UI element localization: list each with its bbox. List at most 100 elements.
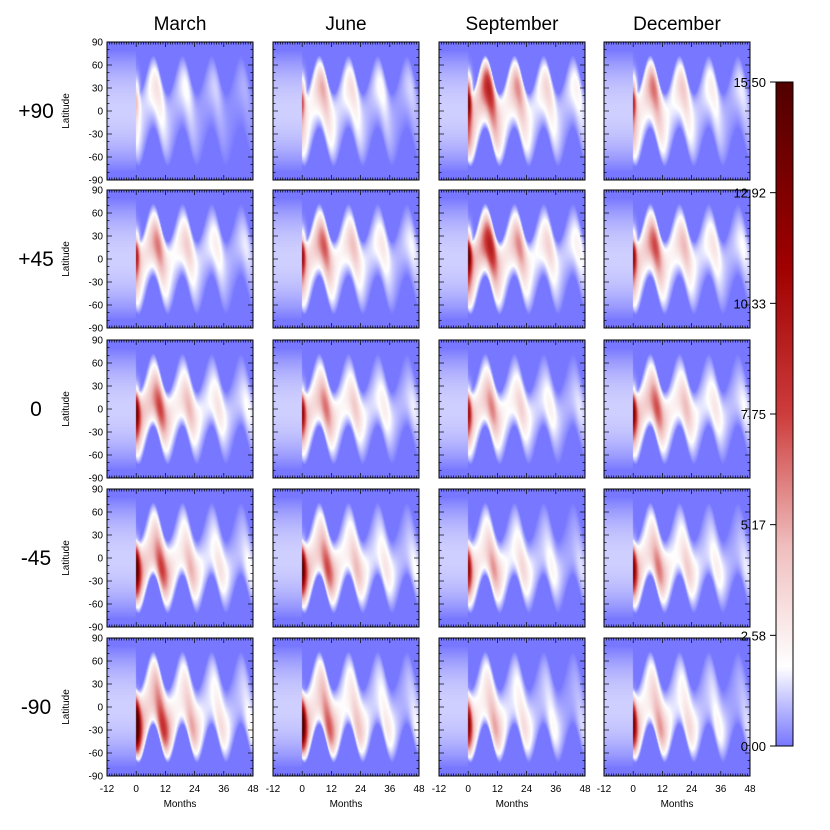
panel-3-3 xyxy=(603,488,751,628)
x-tick-label: 36 xyxy=(550,784,562,795)
panel-3-0: 90 60 30 0 -30 -60 -90 Latitude xyxy=(61,485,254,634)
panel-2-3 xyxy=(603,339,751,479)
heatmap xyxy=(273,340,419,478)
y-axis-label: Latitude xyxy=(61,93,72,129)
x-tick-label: 0 xyxy=(133,784,139,795)
y-tick-label: 60 xyxy=(92,209,104,220)
y-tick-label: 30 xyxy=(92,232,104,243)
column-title-december: December xyxy=(633,14,721,35)
y-tick-label: -60 xyxy=(89,451,104,462)
y-tick-label: 60 xyxy=(92,508,104,519)
panel-3-1 xyxy=(272,488,420,628)
heatmap xyxy=(107,489,253,627)
heatmap xyxy=(439,42,585,180)
x-tick-label: 24 xyxy=(686,784,698,795)
y-tick-label: 30 xyxy=(92,382,104,393)
x-tick-label: 48 xyxy=(744,784,756,795)
heatmap xyxy=(439,340,585,478)
y-tick-label: -90 xyxy=(89,176,104,187)
x-tick-label: 0 xyxy=(630,784,636,795)
y-tick-label: 0 xyxy=(97,703,103,714)
panel-4-0: 90 60 30 0 -30 -60 -90 Latitude -12 0 12 24 36 48 Mont… xyxy=(61,634,259,811)
x-tick-label: -12 xyxy=(100,784,115,795)
x-tick-label: 24 xyxy=(521,784,533,795)
x-axis-label: Months xyxy=(496,799,529,810)
y-axis-label: Latitude xyxy=(61,540,72,576)
y-tick-label: 0 xyxy=(97,107,103,118)
y-tick-label: 90 xyxy=(92,38,104,49)
y-tick-label: -30 xyxy=(89,577,104,588)
y-tick-label: 90 xyxy=(92,634,104,645)
y-tick-label: 0 xyxy=(97,405,103,416)
y-tick-label: 60 xyxy=(92,359,104,370)
heatmap xyxy=(107,638,253,776)
heatmap xyxy=(604,42,750,180)
x-tick-label: 48 xyxy=(413,784,425,795)
y-tick-label: 60 xyxy=(92,657,104,668)
x-tick-label: 36 xyxy=(384,784,396,795)
y-axis-label: Latitude xyxy=(61,391,72,427)
colorbar-tick-label: 15.50 xyxy=(733,75,766,90)
y-tick-label: -30 xyxy=(89,278,104,289)
y-tick-label: 0 xyxy=(97,554,103,565)
heatmap xyxy=(439,638,585,776)
column-title-september: September xyxy=(466,14,560,35)
colorbar-gradient xyxy=(775,81,794,747)
x-tick-label: 24 xyxy=(189,784,201,795)
panel-2-0: 90 60 30 0 -30 -60 -90 Latitude xyxy=(61,336,254,485)
colorbar-tick-label: 5.17 xyxy=(741,518,766,533)
y-tick-label: -90 xyxy=(89,623,104,634)
column-title-march: March xyxy=(154,14,207,35)
panel-3-2 xyxy=(438,488,586,628)
y-tick-label: -30 xyxy=(89,130,104,141)
panel-0-3 xyxy=(603,41,751,181)
heatmap xyxy=(604,489,750,627)
x-tick-label: -12 xyxy=(597,784,612,795)
panel-0-0: 90 60 30 0 -30 -60 -90 Latitude xyxy=(61,38,254,187)
heatmap xyxy=(107,340,253,478)
column-title-june: June xyxy=(325,14,366,35)
y-tick-label: -90 xyxy=(89,474,104,485)
x-tick-label: 12 xyxy=(326,784,338,795)
colorbar-tick-label: 12.92 xyxy=(733,186,766,201)
x-tick-label: 12 xyxy=(160,784,172,795)
y-tick-label: -90 xyxy=(89,772,104,783)
x-tick-label: 36 xyxy=(715,784,727,795)
y-tick-label: 60 xyxy=(92,61,104,72)
panel-0-1 xyxy=(272,41,420,181)
x-axis-label: Months xyxy=(330,799,363,810)
row-label-4: -90 xyxy=(21,696,51,719)
x-tick-label: -12 xyxy=(432,784,447,795)
panel-4-3: -12 0 12 24 36 48 Months xyxy=(597,637,756,810)
row-label-2: 0 xyxy=(30,398,42,421)
panel-2-2 xyxy=(438,339,586,479)
y-tick-label: 0 xyxy=(97,255,103,266)
heatmap xyxy=(604,638,750,776)
colorbar: 0.00 2.58 5.17 7.75 10.33 12.92 15.50 xyxy=(733,75,794,754)
panel-1-3 xyxy=(603,189,751,329)
x-tick-label: -12 xyxy=(266,784,281,795)
x-tick-label: 48 xyxy=(247,784,259,795)
x-tick-label: 12 xyxy=(492,784,504,795)
colorbar-tick-label: 2.58 xyxy=(741,628,766,643)
panel-4-2: -12 0 12 24 36 48 Months xyxy=(432,637,591,810)
heatmap xyxy=(107,190,253,328)
x-tick-label: 12 xyxy=(657,784,669,795)
x-axis-label: Months xyxy=(661,799,694,810)
colorbar-tick-label: 10.33 xyxy=(733,296,766,311)
y-tick-label: 30 xyxy=(92,680,104,691)
y-tick-label: 30 xyxy=(92,531,104,542)
heatmap xyxy=(273,489,419,627)
y-tick-label: -60 xyxy=(89,301,104,312)
panel-1-0: 90 60 30 0 -30 -60 -90 Latitude xyxy=(61,186,254,335)
y-tick-label: 90 xyxy=(92,336,104,347)
heatmap xyxy=(107,42,253,180)
colorbar-tick-label: 7.75 xyxy=(741,407,766,422)
x-tick-label: 24 xyxy=(355,784,367,795)
panel-0-2 xyxy=(438,41,586,181)
y-tick-label: 30 xyxy=(92,84,104,95)
y-tick-label: -60 xyxy=(89,749,104,760)
y-tick-label: -60 xyxy=(89,600,104,611)
x-tick-label: 0 xyxy=(299,784,305,795)
